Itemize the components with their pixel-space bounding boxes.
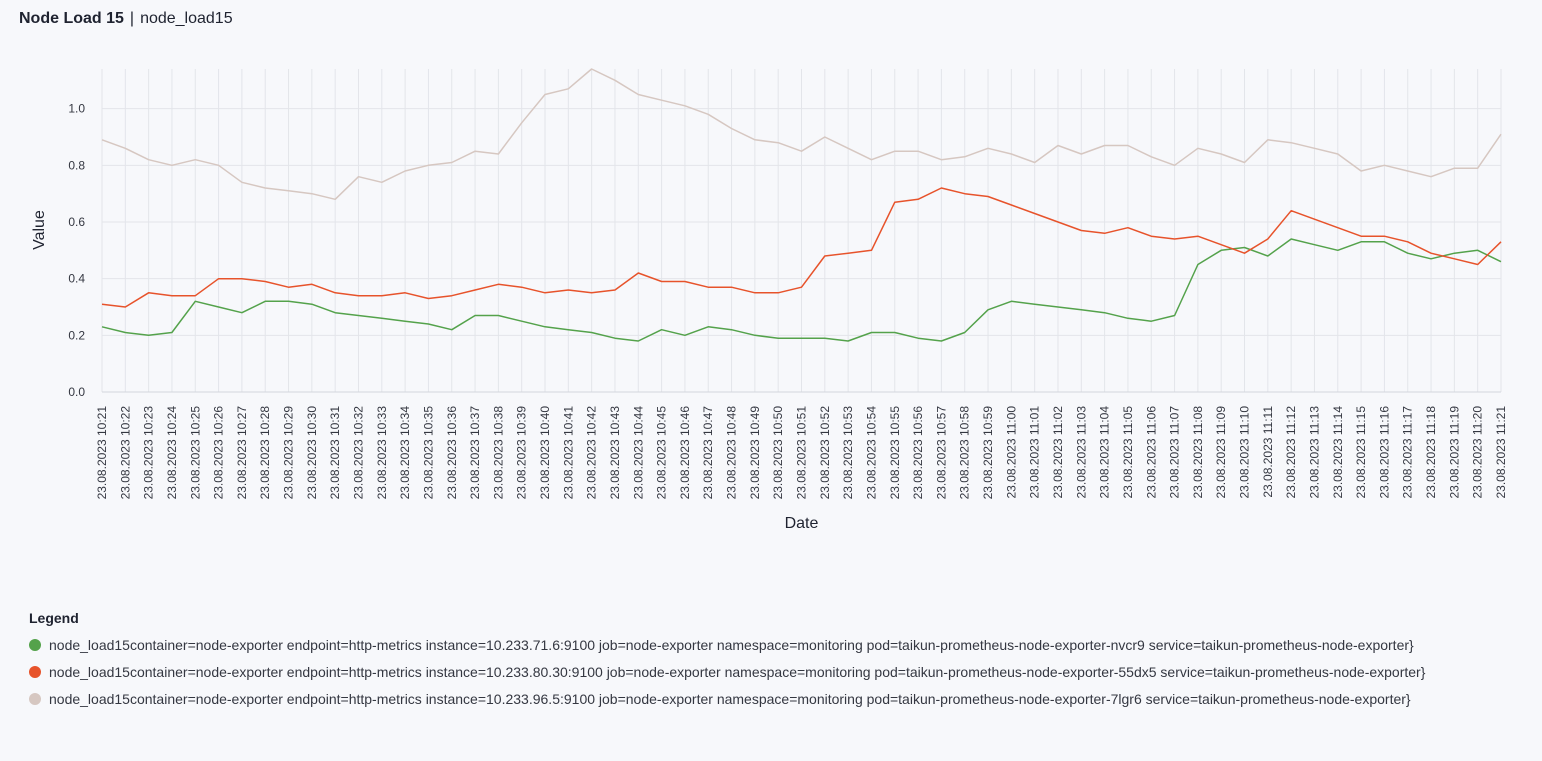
y-tick-label: 0.0 bbox=[68, 385, 85, 399]
x-tick-label: 23.08.2023 10:29 bbox=[282, 406, 296, 500]
y-tick-label: 0.4 bbox=[68, 272, 85, 286]
x-tick-label: 23.08.2023 10:28 bbox=[258, 406, 272, 500]
x-tick-label: 23.08.2023 10:44 bbox=[631, 406, 645, 500]
x-tick-label: 23.08.2023 11:20 bbox=[1471, 406, 1485, 499]
x-tick-label: 23.08.2023 10:52 bbox=[818, 406, 832, 500]
x-tick-label: 23.08.2023 10:34 bbox=[398, 406, 412, 500]
x-tick-label: 23.08.2023 10:22 bbox=[118, 406, 132, 500]
x-tick-label: 23.08.2023 11:06 bbox=[1144, 406, 1158, 499]
x-tick-label: 23.08.2023 10:27 bbox=[235, 406, 249, 500]
x-tick-label: 23.08.2023 10:31 bbox=[328, 406, 342, 500]
x-tick-label: 23.08.2023 10:46 bbox=[678, 406, 692, 500]
x-tick-label: 23.08.2023 11:19 bbox=[1447, 406, 1461, 499]
chart-name: Node Load 15 bbox=[19, 10, 124, 27]
x-tick-label: 23.08.2023 11:10 bbox=[1238, 406, 1252, 499]
legend-item[interactable]: node_load15container=node-exporter endpo… bbox=[29, 692, 1489, 707]
metric-name: node_load15 bbox=[140, 10, 233, 27]
x-tick-label: 23.08.2023 11:00 bbox=[1004, 406, 1018, 499]
x-tick-label: 23.08.2023 10:30 bbox=[305, 406, 319, 500]
x-axis-title: Date bbox=[785, 515, 819, 532]
x-tick-label: 23.08.2023 11:08 bbox=[1191, 406, 1205, 499]
x-tick-label: 23.08.2023 10:55 bbox=[888, 406, 902, 500]
x-tick-label: 23.08.2023 10:58 bbox=[958, 406, 972, 500]
x-tick-label: 23.08.2023 10:56 bbox=[911, 406, 925, 500]
series-line-2 bbox=[101, 187, 1502, 308]
y-tick-label: 1.0 bbox=[68, 102, 85, 116]
x-tick-label: 23.08.2023 10:33 bbox=[375, 406, 389, 500]
x-tick-label: 23.08.2023 10:49 bbox=[748, 406, 762, 500]
x-tick-label: 23.08.2023 11:03 bbox=[1074, 406, 1088, 499]
x-tick-label: 23.08.2023 10:38 bbox=[491, 406, 505, 500]
x-tick-label: 23.08.2023 11:21 bbox=[1494, 406, 1508, 499]
x-tick-label: 23.08.2023 10:41 bbox=[561, 406, 575, 500]
legend-label: node_load15container=node-exporter endpo… bbox=[49, 691, 1411, 707]
x-tick-label: 23.08.2023 10:47 bbox=[701, 406, 715, 500]
legend-label: node_load15container=node-exporter endpo… bbox=[49, 637, 1414, 653]
x-tick-label: 23.08.2023 11:05 bbox=[1121, 406, 1135, 499]
x-tick-label: 23.08.2023 10:37 bbox=[468, 406, 482, 500]
x-tick-label: 23.08.2023 10:43 bbox=[608, 406, 622, 500]
x-tick-label: 23.08.2023 10:26 bbox=[212, 406, 226, 500]
x-tick-label: 23.08.2023 11:02 bbox=[1051, 406, 1065, 499]
x-tick-label: 23.08.2023 10:45 bbox=[655, 406, 669, 500]
series-line-1 bbox=[101, 238, 1502, 342]
header-separator: | bbox=[129, 10, 135, 27]
x-tick-label: 23.08.2023 11:14 bbox=[1331, 406, 1345, 499]
x-tick-label: 23.08.2023 10:48 bbox=[725, 406, 739, 500]
x-tick-label: 23.08.2023 10:59 bbox=[981, 406, 995, 500]
legend-dot bbox=[29, 693, 41, 705]
x-tick-label: 23.08.2023 11:11 bbox=[1261, 406, 1275, 498]
x-tick-label: 23.08.2023 11:17 bbox=[1401, 406, 1415, 499]
chart-header: Node Load 15 | node_load15 bbox=[19, 9, 233, 29]
x-tick-label: 23.08.2023 11:13 bbox=[1307, 406, 1321, 499]
x-tick-label: 23.08.2023 10:25 bbox=[188, 406, 202, 500]
legend-label: node_load15container=node-exporter endpo… bbox=[49, 664, 1426, 680]
x-tick-label: 23.08.2023 10:32 bbox=[351, 406, 365, 500]
x-tick-label: 23.08.2023 10:51 bbox=[795, 406, 809, 500]
x-tick-label: 23.08.2023 11:16 bbox=[1377, 406, 1391, 499]
x-tick-label: 23.08.2023 11:15 bbox=[1354, 406, 1368, 499]
x-tick-label: 23.08.2023 10:36 bbox=[445, 406, 459, 500]
legend: Legend node_load15container=node-exporte… bbox=[29, 610, 1499, 719]
y-axis-title: Value bbox=[31, 210, 48, 250]
x-tick-label: 23.08.2023 10:23 bbox=[142, 406, 156, 500]
x-tick-label: 23.08.2023 10:57 bbox=[934, 406, 948, 500]
x-tick-label: 23.08.2023 11:07 bbox=[1168, 406, 1182, 499]
legend-dot bbox=[29, 666, 41, 678]
y-tick-label: 0.2 bbox=[68, 328, 85, 342]
x-tick-label: 23.08.2023 10:53 bbox=[841, 406, 855, 500]
x-tick-label: 23.08.2023 10:39 bbox=[515, 406, 529, 500]
x-tick-label: 23.08.2023 11:01 bbox=[1028, 406, 1042, 499]
x-tick-label: 23.08.2023 11:18 bbox=[1424, 406, 1438, 499]
x-tick-label: 23.08.2023 10:50 bbox=[771, 406, 785, 500]
legend-title: Legend bbox=[29, 610, 79, 626]
x-tick-label: 23.08.2023 11:04 bbox=[1098, 406, 1112, 499]
x-tick-label: 23.08.2023 11:12 bbox=[1284, 406, 1298, 499]
legend-item[interactable]: node_load15container=node-exporter endpo… bbox=[29, 665, 1489, 680]
line-chart: 0.0 0.2 0.4 0.6 0.8 1.0 23.08.2023 10:21 23.08.… bbox=[31, 68, 1508, 532]
x-tick-label: 23.08.2023 10:54 bbox=[864, 406, 878, 500]
legend-item[interactable]: node_load15container=node-exporter endpo… bbox=[29, 638, 1489, 653]
x-tick-label: 23.08.2023 10:24 bbox=[165, 406, 179, 500]
legend-dot bbox=[29, 639, 41, 651]
y-tick-label: 0.6 bbox=[68, 215, 85, 229]
x-tick-label: 23.08.2023 10:40 bbox=[538, 406, 552, 500]
x-tick-label: 23.08.2023 10:21 bbox=[95, 406, 109, 500]
series-line-3 bbox=[101, 68, 1502, 201]
y-tick-label: 0.8 bbox=[68, 158, 85, 172]
x-tick-label: 23.08.2023 10:35 bbox=[421, 406, 435, 500]
x-tick-label: 23.08.2023 11:09 bbox=[1214, 406, 1228, 499]
x-tick-label: 23.08.2023 10:42 bbox=[585, 406, 599, 500]
